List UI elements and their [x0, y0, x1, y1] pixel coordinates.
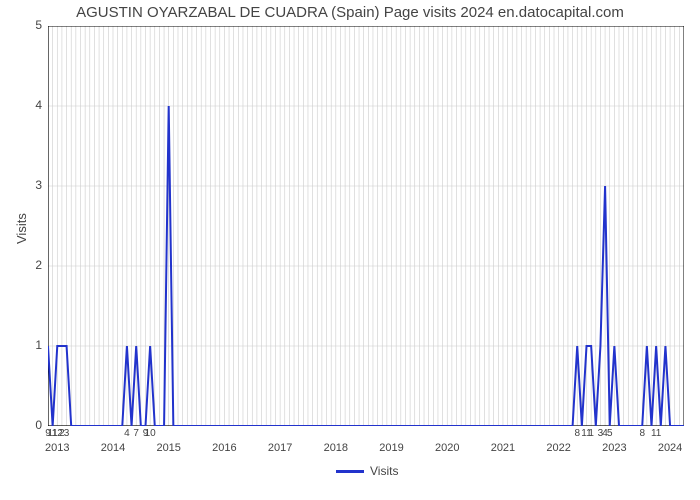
- legend-swatch: [336, 470, 364, 473]
- plot-area: [48, 26, 684, 426]
- x-tick-label: 11: [651, 428, 661, 439]
- x-tick-label: 3: [64, 428, 70, 439]
- year-label: 2024: [658, 442, 682, 454]
- y-tick-label: 2: [35, 258, 42, 272]
- year-label: 2023: [602, 442, 626, 454]
- y-axis-label: Visits: [14, 213, 29, 244]
- x-tick-label: 1: [588, 428, 594, 439]
- x-tick-label: 5: [607, 428, 613, 439]
- year-label: 2017: [268, 442, 292, 454]
- year-label: 2015: [156, 442, 180, 454]
- year-label: 2013: [45, 442, 69, 454]
- chart-container: AGUSTIN OYARZABAL DE CUADRA (Spain) Page…: [0, 0, 700, 500]
- x-tick-label: 8: [574, 428, 580, 439]
- legend: Visits: [336, 464, 398, 478]
- x-tick-label: 10: [145, 428, 156, 439]
- year-label: 2021: [491, 442, 515, 454]
- chart-title: AGUSTIN OYARZABAL DE CUADRA (Spain) Page…: [0, 4, 700, 21]
- year-label: 2016: [212, 442, 236, 454]
- y-tick-label: 1: [35, 338, 42, 352]
- year-label: 2014: [101, 442, 125, 454]
- y-tick-label: 3: [35, 178, 42, 192]
- y-tick-label: 5: [35, 18, 42, 32]
- legend-label: Visits: [370, 464, 398, 478]
- y-tick-label: 0: [35, 418, 42, 432]
- year-label: 2019: [379, 442, 403, 454]
- chart-svg: [48, 26, 684, 426]
- x-tick-label: 7: [133, 428, 139, 439]
- year-label: 2018: [324, 442, 348, 454]
- y-tick-label: 4: [35, 98, 42, 112]
- year-label: 2022: [546, 442, 570, 454]
- x-tick-label: 4: [124, 428, 130, 439]
- x-tick-label: 8: [639, 428, 645, 439]
- year-label: 2020: [435, 442, 459, 454]
